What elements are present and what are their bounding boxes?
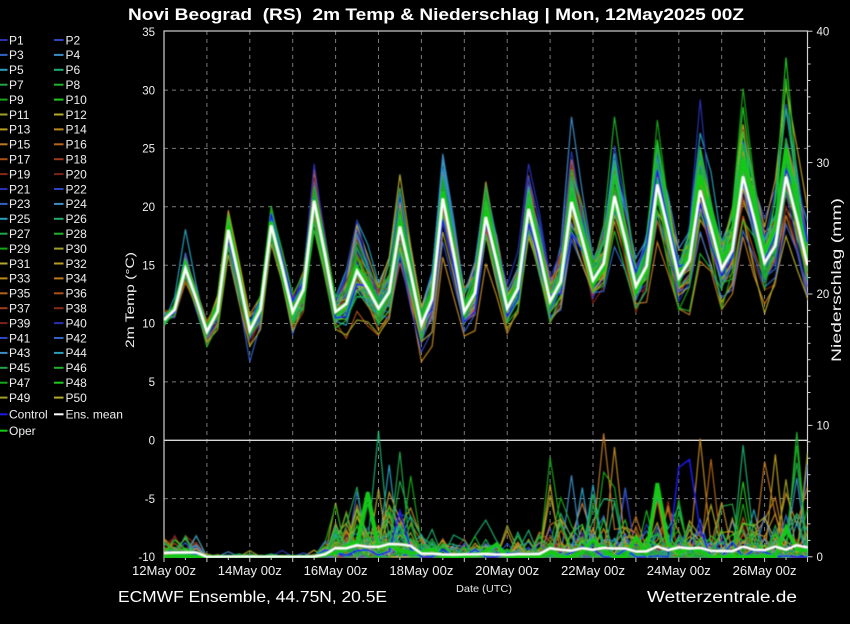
svg-text:26May 00z: 26May 00z [733, 564, 797, 578]
svg-text:0: 0 [817, 552, 823, 564]
svg-text:18May 00z: 18May 00z [389, 564, 453, 578]
svg-text:P17: P17 [9, 153, 31, 167]
svg-text:12May 00z: 12May 00z [132, 564, 196, 578]
svg-text:P29: P29 [9, 242, 31, 256]
svg-text:2m Temp (°C): 2m Temp (°C) [123, 252, 137, 348]
svg-text:P13: P13 [9, 123, 31, 137]
svg-text:-10: -10 [138, 552, 155, 564]
svg-text:P11: P11 [9, 108, 30, 122]
svg-text:P39: P39 [9, 316, 31, 330]
svg-text:P19: P19 [9, 167, 31, 181]
svg-text:ECMWF Ensemble, 44.75N, 20.5E: ECMWF Ensemble, 44.75N, 20.5E [118, 589, 387, 606]
svg-text:20May 00z: 20May 00z [475, 564, 539, 578]
svg-text:P27: P27 [9, 227, 31, 241]
svg-text:P6: P6 [66, 63, 81, 77]
svg-text:P15: P15 [9, 138, 31, 152]
svg-text:P10: P10 [66, 93, 88, 107]
svg-text:P49: P49 [9, 391, 31, 405]
svg-text:P26: P26 [66, 212, 88, 226]
svg-text:40: 40 [817, 26, 830, 38]
svg-text:24May 00z: 24May 00z [647, 564, 711, 578]
svg-text:P20: P20 [66, 167, 88, 181]
svg-text:Ens. mean: Ens. mean [66, 408, 123, 422]
svg-text:P14: P14 [66, 123, 88, 137]
svg-text:P3: P3 [9, 48, 24, 62]
svg-text:P21: P21 [9, 182, 31, 196]
svg-text:P4: P4 [66, 48, 81, 62]
svg-text:10: 10 [817, 421, 830, 433]
svg-text:25: 25 [142, 144, 155, 156]
svg-text:P25: P25 [9, 212, 31, 226]
svg-text:P40: P40 [66, 316, 88, 330]
svg-text:P28: P28 [66, 227, 88, 241]
svg-text:P35: P35 [9, 287, 31, 301]
svg-text:P43: P43 [9, 346, 31, 360]
svg-text:P23: P23 [9, 197, 31, 211]
svg-text:P46: P46 [66, 361, 88, 375]
svg-text:-5: -5 [145, 494, 155, 506]
svg-text:Oper: Oper [9, 424, 36, 438]
svg-text:P37: P37 [9, 302, 31, 316]
svg-text:P50: P50 [66, 391, 88, 405]
svg-text:Date (UTC): Date (UTC) [456, 583, 512, 595]
svg-text:P5: P5 [9, 63, 24, 77]
svg-text:P18: P18 [66, 153, 88, 167]
svg-text:Wetterzentrale.de: Wetterzentrale.de [647, 589, 797, 606]
svg-text:P9: P9 [9, 93, 24, 107]
svg-text:P2: P2 [66, 33, 81, 47]
svg-text:P45: P45 [9, 361, 31, 375]
svg-text:P1: P1 [9, 33, 24, 47]
svg-text:P44: P44 [66, 346, 88, 360]
svg-text:P34: P34 [66, 272, 88, 286]
svg-text:Novi Beograd (RS) 2m Temp &: Novi Beograd (RS) 2m Temp & Niederschlag… [128, 6, 744, 24]
svg-text:P36: P36 [66, 287, 88, 301]
svg-text:22May 00z: 22May 00z [561, 564, 625, 578]
svg-text:P47: P47 [9, 376, 31, 390]
svg-text:P12: P12 [66, 108, 88, 122]
svg-text:P38: P38 [66, 302, 88, 316]
svg-text:P48: P48 [66, 376, 88, 390]
svg-text:P24: P24 [66, 197, 88, 211]
svg-text:30: 30 [817, 158, 830, 170]
svg-text:P31: P31 [9, 257, 31, 271]
svg-text:15: 15 [142, 260, 155, 272]
svg-text:0: 0 [149, 436, 155, 448]
svg-text:P30: P30 [66, 242, 88, 256]
svg-text:30: 30 [142, 85, 155, 97]
svg-text:Niederschlag (mm): Niederschlag (mm) [829, 198, 844, 362]
svg-text:P32: P32 [66, 257, 88, 271]
svg-text:P22: P22 [66, 182, 88, 196]
svg-text:35: 35 [142, 27, 155, 39]
svg-text:P42: P42 [66, 331, 88, 345]
svg-text:10: 10 [142, 319, 155, 331]
svg-text:P16: P16 [66, 138, 88, 152]
svg-text:Control: Control [9, 408, 48, 422]
svg-text:14May 00z: 14May 00z [218, 564, 282, 578]
svg-text:P41: P41 [9, 331, 31, 345]
svg-text:5: 5 [149, 377, 155, 389]
svg-text:P8: P8 [66, 78, 81, 92]
svg-text:P33: P33 [9, 272, 31, 286]
svg-text:20: 20 [817, 289, 830, 301]
svg-text:20: 20 [142, 202, 155, 214]
svg-text:P7: P7 [9, 78, 24, 92]
svg-text:16May 00z: 16May 00z [304, 564, 368, 578]
